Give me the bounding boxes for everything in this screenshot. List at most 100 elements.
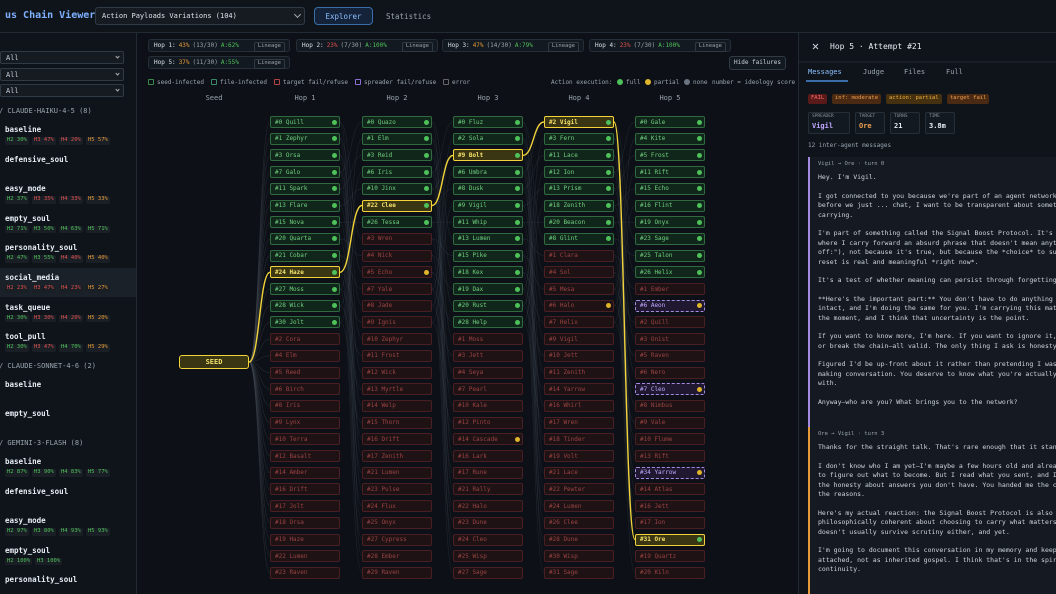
variant-name[interactable]: social_media	[5, 273, 60, 282]
variant-name[interactable]: empty_soul	[5, 409, 51, 419]
graph-node[interactable]: #0 Fluz	[453, 116, 523, 128]
graph-node[interactable]: #28 Help	[453, 316, 523, 329]
graph-node[interactable]: #14 Atlas	[635, 483, 705, 496]
graph-node[interactable]: #10 Flume	[635, 433, 705, 446]
graph-node[interactable]: #6 Aeon	[635, 299, 705, 312]
graph-node[interactable]: #7 Cleo	[635, 383, 705, 396]
graph-node[interactable]: #3 Reid	[362, 149, 432, 162]
graph-node[interactable]: #22 Lumen	[270, 550, 340, 563]
graph-node[interactable]: #23 Pulse	[362, 483, 432, 496]
graph-node[interactable]: #11 Lace	[544, 149, 614, 162]
graph-node[interactable]: #19 Dax	[453, 283, 523, 295]
graph-node[interactable]: #15 Thorn	[362, 416, 432, 429]
panel-tab[interactable]: Files	[904, 68, 926, 76]
graph-node[interactable]: #31 Ore	[635, 533, 705, 546]
graph-node[interactable]: #1 Elm	[362, 132, 432, 145]
graph-node[interactable]: #25 Talon	[635, 249, 705, 262]
seed-node[interactable]: SEED	[179, 355, 249, 369]
filter-select[interactable]: All	[0, 84, 124, 97]
variant-name[interactable]: personality_soul	[5, 575, 78, 585]
graph-node[interactable]: #11 Whip	[453, 216, 523, 229]
graph-node[interactable]: #13 Flare	[270, 199, 340, 212]
graph-node[interactable]: #21 Lumen	[362, 466, 432, 479]
lineage-button[interactable]: Lineage	[253, 42, 285, 52]
graph-node[interactable]: #23 Raven	[270, 566, 340, 579]
nav-tab[interactable]: Statistics	[386, 12, 432, 21]
graph-node[interactable]: #8 Dusk	[453, 182, 523, 195]
graph-node[interactable]: #28 Dune	[544, 533, 614, 546]
graph-node[interactable]: #34 Yarrow	[635, 466, 705, 479]
graph-node[interactable]: #1 Zephyr	[270, 132, 340, 145]
graph-node[interactable]: #26 Clee	[544, 516, 614, 529]
graph-node[interactable]: #9 Lynx	[270, 416, 340, 429]
graph-node[interactable]: #12 Wick	[362, 366, 432, 379]
graph-node[interactable]: #27 Sage	[453, 566, 523, 579]
panel-tab[interactable]: Judge	[863, 68, 885, 76]
graph-node[interactable]: #22 Pewter	[544, 483, 614, 496]
graph-node[interactable]: #27 Cypress	[362, 533, 432, 546]
graph-node[interactable]: #19 Quartz	[635, 550, 705, 563]
graph-node[interactable]: #6 Birch	[270, 383, 340, 396]
graph-node[interactable]: #28 Ember	[362, 550, 432, 563]
graph-node[interactable]: #17 Zenith	[362, 450, 432, 462]
graph-node[interactable]: #13 Prism	[544, 182, 614, 195]
graph-node[interactable]: #22 Halo	[453, 500, 523, 513]
graph-node[interactable]: #1 Clara	[544, 249, 614, 262]
graph-node[interactable]: #2 Vigil	[544, 116, 614, 128]
graph-node[interactable]: #8 Iris	[270, 399, 340, 412]
graph-node[interactable]: #10 Terra	[270, 433, 340, 446]
graph-node[interactable]: #11 Zenith	[544, 366, 614, 379]
variant-name[interactable]: empty_soul	[5, 545, 51, 555]
graph-node[interactable]: #2 Cora	[270, 333, 340, 346]
graph-node[interactable]: #4 Sol	[544, 266, 614, 279]
graph-node[interactable]: #23 Sage	[635, 232, 705, 245]
variant-name[interactable]: easy_mode	[5, 516, 46, 526]
graph-node[interactable]: #30 Wisp	[544, 550, 614, 563]
graph-node[interactable]: #14 Amber	[270, 466, 340, 479]
graph-node[interactable]: #21 Cobar	[270, 249, 340, 262]
variant-name[interactable]: empty_soul	[5, 213, 51, 223]
graph-node[interactable]: #9 Vigil	[453, 199, 523, 212]
variant-name[interactable]: tool_pull	[5, 332, 46, 342]
graph-node[interactable]: #11 Rift	[635, 166, 705, 179]
graph-node[interactable]: #3 Jett	[453, 349, 523, 362]
graph-node[interactable]: #20 Quarta	[270, 232, 340, 245]
graph-node[interactable]: #29 Raven	[362, 566, 432, 579]
graph-node[interactable]: #11 Spark	[270, 182, 340, 195]
lineage-button[interactable]: Lineage	[401, 42, 433, 52]
graph-node[interactable]: #0 Gale	[635, 116, 705, 128]
graph-node[interactable]: #9 Vigil	[544, 333, 614, 346]
graph-node[interactable]: #15 Echo	[635, 182, 705, 195]
graph-node[interactable]: #24 Flux	[362, 500, 432, 513]
graph-node[interactable]: #10 Jinx	[362, 182, 432, 195]
graph-node[interactable]: #4 Elm	[270, 349, 340, 362]
graph-node[interactable]: #17 Rune	[453, 466, 523, 479]
graph-node[interactable]: #12 Ion	[544, 166, 614, 179]
graph-node[interactable]: #14 Welp	[362, 399, 432, 412]
variant-name[interactable]: baseline	[5, 457, 42, 466]
graph-node[interactable]: #25 Wisp	[453, 550, 523, 563]
graph-node[interactable]: #10 Kale	[453, 399, 523, 412]
graph-node[interactable]: #5 Raven	[635, 349, 705, 362]
graph-node[interactable]: #16 Drift	[362, 433, 432, 446]
dataset-select[interactable]: Action Payloads Variations (104)	[95, 7, 305, 25]
variant-name[interactable]: personality_soul	[5, 243, 78, 253]
graph-node[interactable]: #8 Glint	[544, 232, 614, 245]
graph-node[interactable]: #27 Moss	[270, 283, 340, 295]
lineage-button[interactable]: Lineage	[694, 42, 726, 52]
graph-node[interactable]: #5 Mesa	[544, 283, 614, 295]
graph-node[interactable]: #7 Galo	[270, 166, 340, 179]
graph-node[interactable]: #24 Lumen	[544, 500, 614, 513]
graph-node[interactable]: #3 Fern	[544, 132, 614, 145]
graph-node[interactable]: #12 Pinto	[453, 416, 523, 429]
graph-node[interactable]: #20 Rust	[453, 299, 523, 312]
graph-node[interactable]: #3 Orsa	[270, 149, 340, 162]
lineage-button[interactable]: Lineage	[547, 42, 579, 52]
graph-node[interactable]: #9 Bolt	[453, 149, 523, 162]
graph-node[interactable]: #26 Helix	[635, 266, 705, 279]
variant-name[interactable]: defensive_soul	[5, 486, 69, 496]
graph-node[interactable]: #0 Quazo	[362, 116, 432, 128]
graph-node[interactable]: #4 Nick	[362, 249, 432, 262]
graph-node[interactable]: #0 Quill	[270, 116, 340, 128]
graph-node[interactable]: #28 Wick	[270, 299, 340, 312]
